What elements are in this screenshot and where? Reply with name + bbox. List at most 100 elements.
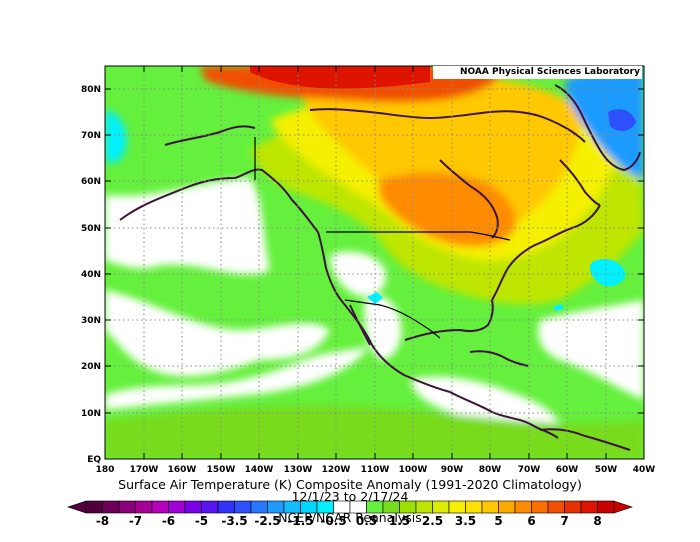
coast-canada-arctic bbox=[309, 108, 586, 143]
lon-label: 130W bbox=[284, 465, 313, 475]
coast-east-us bbox=[491, 204, 601, 301]
lat-label: 40N bbox=[81, 270, 101, 280]
field-white-subtropics bbox=[105, 345, 370, 410]
colorbar-label: -5 bbox=[195, 514, 208, 528]
field-white-mexico bbox=[364, 296, 402, 360]
colorbar-cell bbox=[201, 500, 219, 514]
anomaly-field bbox=[105, 66, 644, 459]
colorbar-cell bbox=[531, 500, 549, 514]
colorbar-label: -2.5 bbox=[254, 514, 280, 528]
coast-gulf bbox=[404, 299, 494, 341]
colorbar-labels: -8 -7 -6 -5 -3.5 -2.5 -1.5 -0.5 0.5 1.5 2.5 3.5 5 6 7 8 bbox=[96, 514, 602, 528]
colorbar-cell bbox=[151, 500, 169, 514]
coast-hudson bbox=[439, 159, 499, 239]
lat-label: 10N bbox=[81, 409, 101, 419]
date-range: 12/1/23 to 2/17/24 bbox=[291, 489, 409, 504]
field-green-tropics bbox=[105, 405, 644, 459]
colorbar-cell bbox=[250, 500, 268, 514]
colorbar-cell bbox=[283, 500, 301, 514]
colorbar-cell bbox=[547, 500, 565, 514]
lon-label: 170W bbox=[130, 465, 159, 475]
colorbar-cell bbox=[234, 500, 252, 514]
colorbar-cell bbox=[597, 500, 615, 514]
colorbar-label: 1.5 bbox=[389, 514, 410, 528]
colorbar-cell bbox=[118, 500, 136, 514]
longitude-labels: 180 170W 160W 150W 140W 130W 120W 110W 1… bbox=[96, 465, 656, 475]
lon-label: 50W bbox=[595, 465, 618, 475]
colorbar-cell bbox=[432, 500, 450, 514]
colorbar-label: 6 bbox=[527, 514, 535, 528]
colorbar-cell bbox=[366, 500, 384, 514]
field-blue-greenland bbox=[565, 66, 644, 180]
colorbar-cells bbox=[67, 500, 633, 514]
colorbar-cell bbox=[382, 500, 400, 514]
lat-label: 30N bbox=[81, 316, 101, 326]
lat-label: 80N bbox=[81, 85, 101, 95]
lon-label: 110W bbox=[361, 465, 390, 475]
colorbar-cell bbox=[514, 500, 532, 514]
colorbar-cell bbox=[135, 500, 153, 514]
lon-label: 150W bbox=[207, 465, 236, 475]
field-cyan-caribbean bbox=[553, 304, 564, 311]
colorbar-label: 2.5 bbox=[422, 514, 443, 528]
colorbar-label: -7 bbox=[129, 514, 142, 528]
field-cyan-atlantic bbox=[589, 258, 626, 287]
lat-label: 20N bbox=[81, 362, 101, 372]
map-title: Surface Air Temperature (K) Composite An… bbox=[118, 477, 582, 492]
lon-label: 90W bbox=[441, 465, 464, 475]
colorbar-label: 7 bbox=[560, 514, 568, 528]
coast-alaska bbox=[119, 168, 319, 233]
coast-alaska-north bbox=[164, 125, 256, 146]
colorbar-cell bbox=[333, 500, 351, 514]
colorbar-arrow-left bbox=[67, 500, 87, 514]
field-orange-central bbox=[378, 172, 516, 247]
lat-label: 70N bbox=[81, 131, 101, 141]
colorbar-label: -8 bbox=[96, 514, 109, 528]
colorbar-label: 8 bbox=[593, 514, 601, 528]
colorbar-label: 3.5 bbox=[455, 514, 476, 528]
lat-label: 60N bbox=[81, 177, 101, 187]
field-white-lowlat bbox=[410, 376, 560, 430]
colorbar-label: -3.5 bbox=[221, 514, 247, 528]
field-red-arctic bbox=[250, 66, 430, 89]
lon-label: 140W bbox=[245, 465, 274, 475]
colorbar-cell bbox=[85, 500, 103, 514]
borders bbox=[254, 137, 511, 339]
lon-label: 120W bbox=[322, 465, 351, 475]
field-white-atlantic bbox=[538, 300, 644, 400]
colorbar-cell bbox=[316, 500, 334, 514]
field-white-pacific bbox=[105, 178, 270, 275]
latitude-labels: 80N 70N 60N 50N 40N 30N 20N 10N EQ bbox=[81, 85, 101, 465]
field-cyan-arctic-west bbox=[105, 110, 127, 163]
colorbar-cell bbox=[448, 500, 466, 514]
colorbar-cell bbox=[168, 500, 186, 514]
coast-cuba bbox=[469, 350, 529, 367]
lon-label: 160W bbox=[168, 465, 197, 475]
coastlines bbox=[119, 84, 641, 451]
colorbar-cell bbox=[580, 500, 598, 514]
lon-label: 180 bbox=[96, 465, 115, 475]
colorbar-cell bbox=[184, 500, 202, 514]
colorbar-label: 5 bbox=[494, 514, 502, 528]
coast-south-america bbox=[539, 428, 631, 451]
lon-label: 70W bbox=[518, 465, 541, 475]
colorbar-cell bbox=[498, 500, 516, 514]
lon-label: 100W bbox=[399, 465, 428, 475]
colorbar-cell bbox=[465, 500, 483, 514]
coast-central-america bbox=[449, 391, 559, 439]
colorbar-label: -1.5 bbox=[287, 514, 313, 528]
colorbar-label: -6 bbox=[162, 514, 175, 528]
lat-label: EQ bbox=[87, 455, 101, 465]
dataset-name: NCEP/NCAR Reanalysis bbox=[278, 510, 422, 525]
colorbar-label: 0.5 bbox=[356, 514, 377, 528]
field-orange-light bbox=[300, 77, 581, 236]
lon-label: 40W bbox=[633, 465, 656, 475]
colorbar-cell bbox=[102, 500, 120, 514]
colorbar-cell bbox=[399, 500, 417, 514]
colorbar-cell bbox=[349, 500, 367, 514]
colorbar-arrow-right bbox=[613, 500, 633, 514]
field-cyan-mexico bbox=[367, 292, 383, 304]
coast-baja bbox=[349, 304, 371, 346]
